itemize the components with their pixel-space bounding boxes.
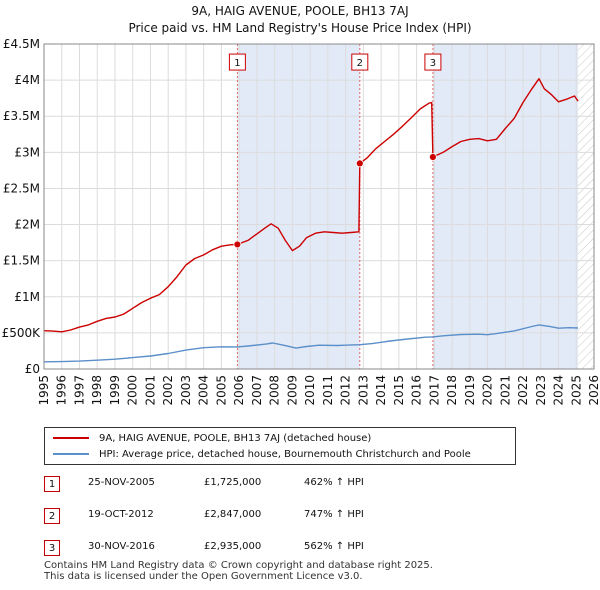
x-tick-label: 2006	[232, 375, 246, 406]
plot-frame	[43, 43, 595, 370]
sale-point	[355, 159, 364, 168]
sale-marker-label: 3	[424, 53, 442, 71]
y-tick-label: £1.5M	[3, 254, 40, 268]
sale-date: 30-NOV-2016	[88, 541, 155, 552]
sale-hpi-change: 462% ↑ HPI	[304, 477, 364, 488]
x-tick-label: 2018	[445, 375, 459, 406]
y-tick-label: £0	[25, 362, 40, 376]
y-tick-label: £2M	[14, 218, 40, 232]
sale-date: 19-OCT-2012	[88, 509, 154, 520]
sale-marker-box	[351, 53, 369, 71]
footer-licence: This data is licensed under the Open Gov…	[44, 571, 363, 582]
x-tick-label: 2014	[374, 375, 388, 406]
sale-row: 1 25-NOV-2005 £1,725,000 462% ↑ HPI	[44, 473, 564, 505]
sale-row: 2 19-OCT-2012 £2,847,000 747% ↑ HPI	[44, 505, 564, 537]
x-tick-label: 2026	[587, 375, 600, 406]
sale-point	[429, 153, 437, 161]
sale-marker-number: 3	[430, 58, 436, 69]
x-tick-label: 2023	[534, 375, 548, 406]
footer-copyright: Contains HM Land Registry data © Crown c…	[44, 560, 433, 571]
series-line-hpi	[43, 324, 579, 363]
x-tick-label: 2022	[516, 375, 530, 406]
x-tick-label: 2013	[356, 375, 370, 406]
sale-marker-box	[424, 53, 442, 71]
y-tick-label: £2.5M	[3, 181, 40, 195]
sale-date: 25-NOV-2005	[88, 477, 155, 488]
y-tick-label: £500K	[2, 326, 42, 340]
sale-number-badge: 3	[44, 540, 60, 556]
x-tick-label: 1997	[72, 375, 86, 406]
x-tick-label: 2002	[161, 375, 175, 406]
sale-marker-label: 1	[228, 53, 246, 71]
x-tick-label: 2010	[303, 375, 317, 406]
ownership-shading	[237, 44, 360, 369]
x-tick-label: 2015	[392, 375, 406, 406]
x-tick-label: 2024	[552, 375, 566, 406]
sale-point	[233, 240, 242, 249]
x-tick-label: 2016	[410, 375, 424, 406]
legend-swatch-hpi	[53, 453, 89, 455]
x-tick-label: 2025	[569, 375, 583, 406]
sale-price: £2,935,000	[204, 541, 262, 552]
sale-hpi-change: 562% ↑ HPI	[304, 541, 364, 552]
legend-item-property: 9A, HAIG AVENUE, POOLE, BH13 7AJ (detach…	[53, 431, 371, 445]
y-tick-label: £3M	[14, 145, 40, 159]
y-tick-label: £3.5M	[3, 109, 40, 123]
x-tick-label: 2020	[481, 375, 495, 406]
y-tick-label: £1M	[14, 290, 40, 304]
future-hatch	[578, 44, 594, 369]
sale-marker-number: 2	[357, 58, 363, 69]
x-tick-label: 2019	[463, 375, 477, 406]
x-tick-label: 2001	[143, 375, 157, 406]
sale-marker-number: 1	[234, 58, 240, 69]
sale-number-badge: 2	[44, 508, 60, 524]
x-tick-label: 2012	[339, 375, 353, 406]
legend-label-property: 9A, HAIG AVENUE, POOLE, BH13 7AJ (detach…	[99, 432, 372, 444]
x-tick-label: 2009	[285, 375, 299, 406]
legend-item-hpi: HPI: Average price, detached house, Bour…	[53, 447, 471, 461]
sale-marker-box	[228, 53, 246, 71]
x-tick-label: 2007	[250, 375, 264, 406]
x-tick-label: 1995	[37, 375, 51, 406]
x-tick-label: 2004	[197, 375, 211, 406]
legend: 9A, HAIG AVENUE, POOLE, BH13 7AJ (detach…	[44, 427, 516, 465]
legend-label-hpi: HPI: Average price, detached house, Bour…	[99, 448, 471, 460]
chart-subtitle: Price paid vs. HM Land Registry's House …	[128, 21, 472, 35]
legend-swatch-property	[53, 437, 89, 439]
x-tick-label: 2011	[321, 375, 335, 406]
x-tick-label: 2008	[268, 375, 282, 406]
sale-price: £1,725,000	[204, 477, 262, 488]
chart-title: 9A, HAIG AVENUE, POOLE, BH13 7AJ	[191, 4, 409, 18]
sale-number-badge: 1	[44, 476, 60, 492]
x-tick-label: 1996	[55, 375, 69, 406]
x-tick-label: 2005	[214, 375, 228, 406]
sales-table: 1 25-NOV-2005 £1,725,000 462% ↑ HPI 2 19…	[44, 473, 564, 569]
sale-hpi-change: 747% ↑ HPI	[304, 509, 364, 520]
x-tick-label: 2021	[498, 375, 512, 406]
x-tick-label: 1999	[108, 375, 122, 406]
y-tick-label: £4M	[14, 73, 40, 87]
footer: Contains HM Land Registry data © Crown c…	[44, 560, 433, 582]
chart-area: 1 2 3 £0 £500K £1M £1.5M £2M £2.5M £3M £3.5M £4M £4.…	[2, 37, 600, 406]
x-tick-label: 1998	[90, 375, 104, 406]
y-tick-label: £4.5M	[3, 37, 40, 51]
sale-price: £2,847,000	[204, 509, 262, 520]
series-line-property	[43, 78, 579, 333]
sale-row: 3 30-NOV-2016 £2,935,000 562% ↑ HPI	[44, 537, 564, 569]
x-tick-label: 2003	[179, 375, 193, 406]
x-tick-label: 2000	[126, 375, 140, 406]
x-tick-label: 2017	[427, 375, 441, 406]
sale-marker-label: 2	[351, 53, 369, 71]
